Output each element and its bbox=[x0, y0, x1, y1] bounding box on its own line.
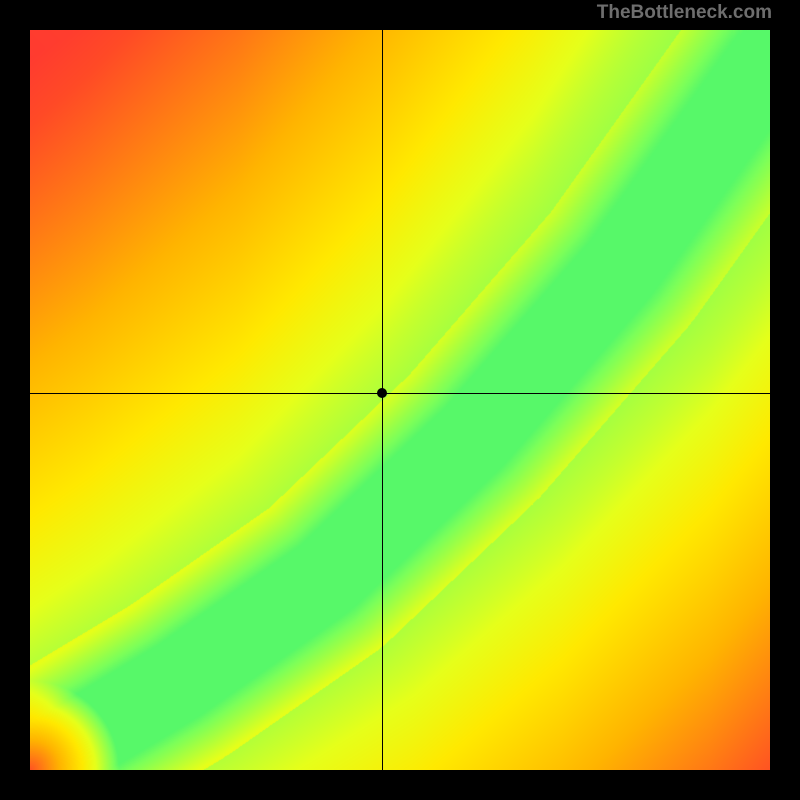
watermark-text: TheBottleneck.com bbox=[597, 2, 772, 24]
heatmap-canvas bbox=[30, 30, 770, 770]
crosshair-vertical bbox=[382, 30, 383, 770]
crosshair-marker bbox=[377, 388, 387, 398]
crosshair-horizontal bbox=[30, 393, 770, 394]
bottleneck-heatmap bbox=[30, 30, 770, 770]
